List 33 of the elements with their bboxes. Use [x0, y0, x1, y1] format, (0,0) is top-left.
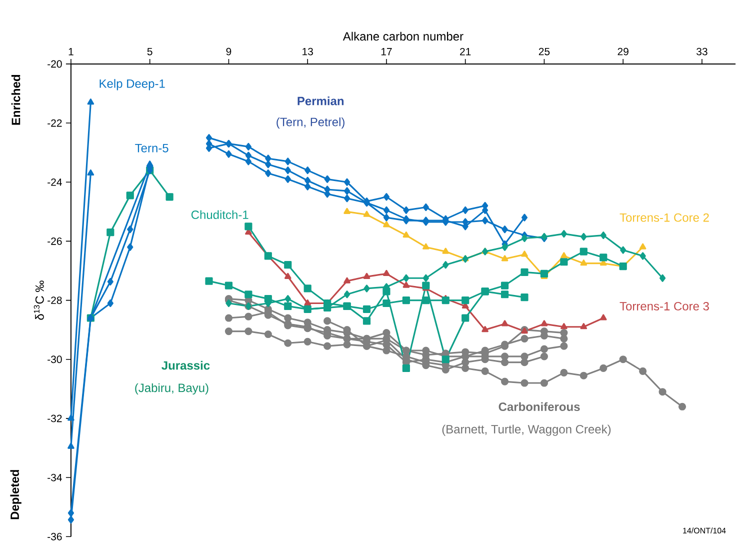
y-tick-label: -26 [48, 238, 62, 246]
series-label: Tern-5 [135, 144, 168, 152]
series-label: Chuditch-1 [191, 210, 248, 220]
series-label: Kelp Deep-1 [100, 79, 165, 90]
x-tick-label: 9 [226, 48, 232, 56]
annotation: Permian [298, 96, 344, 106]
annotation: (Jabiru, Bayu) [135, 383, 208, 395]
y-tick-label: -30 [48, 356, 62, 364]
x-tick-label: 13 [302, 48, 313, 56]
y-tick-label: -24 [48, 178, 62, 186]
x-tick-label: 5 [147, 48, 152, 56]
x-tick-label: 25 [538, 48, 550, 56]
y-axis-title: δ$^{13}$C ‰ [34, 280, 44, 320]
y-tick-label: -20 [48, 60, 62, 68]
text: Depleted [10, 470, 22, 520]
y-tick-label: -36 [48, 532, 62, 540]
y-tick-label: -32 [48, 414, 62, 422]
x-tick-label: 17 [381, 48, 392, 56]
x-tick-label: 1 [68, 48, 74, 56]
annotation: Jurassic [162, 360, 210, 370]
text: Torrens-1 Core 2 [620, 213, 709, 222]
series-label: Torrens-1 Core 3 [620, 302, 709, 311]
x-tick-label: 21 [460, 48, 471, 56]
x-tick-label: 33 [696, 48, 708, 56]
annotation: (Tern, Petrel) [276, 118, 344, 129]
y-tick-label: -22 [48, 119, 62, 127]
annotation: (Barnett, Turtle, Waggon Creek) [442, 424, 611, 436]
x-axis-title: Alkane carbon number [342, 32, 464, 41]
y-tick-label: -28 [48, 296, 62, 304]
x-tick-label: 29 [618, 48, 628, 56]
y-tick-label: -34 [48, 474, 62, 482]
text: Enriched [11, 75, 20, 125]
annotation: Carboniferous [498, 402, 580, 412]
